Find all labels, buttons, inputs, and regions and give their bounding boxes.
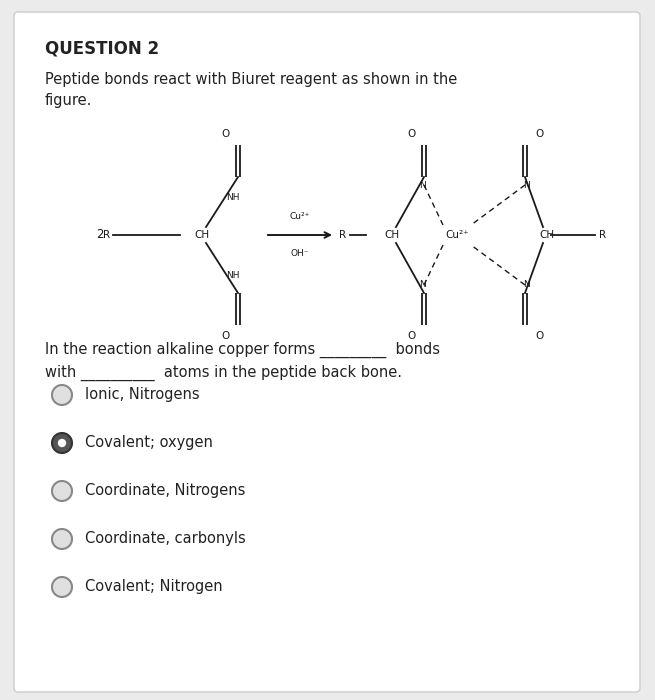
Text: Ionic, Nitrogens: Ionic, Nitrogens [85, 388, 200, 402]
Text: QUESTION 2: QUESTION 2 [45, 40, 159, 58]
Circle shape [52, 385, 72, 405]
Text: Coordinate, Nitrogens: Coordinate, Nitrogens [85, 484, 246, 498]
Text: R: R [339, 230, 346, 240]
FancyBboxPatch shape [14, 12, 640, 692]
Text: Covalent; Nitrogen: Covalent; Nitrogen [85, 580, 223, 594]
Circle shape [52, 433, 72, 453]
Text: CH: CH [194, 230, 209, 240]
Text: In the reaction alkaline copper forms _________  bonds
with __________  atoms in: In the reaction alkaline copper forms __… [45, 342, 440, 381]
Circle shape [52, 529, 72, 549]
Text: R: R [599, 230, 607, 240]
Text: OH⁻: OH⁻ [291, 249, 309, 258]
Text: 2: 2 [96, 228, 103, 242]
Text: NH: NH [226, 270, 240, 279]
Text: CH: CH [384, 230, 399, 240]
Text: Peptide bonds react with Biuret reagent as shown in the
figure.: Peptide bonds react with Biuret reagent … [45, 72, 457, 108]
Text: O: O [222, 129, 230, 139]
Text: NH: NH [226, 193, 240, 202]
Text: N: N [523, 280, 531, 289]
Text: Cu²⁺: Cu²⁺ [290, 212, 310, 221]
Text: O: O [222, 331, 230, 341]
Circle shape [58, 439, 66, 447]
Text: CH: CH [539, 230, 554, 240]
Circle shape [52, 481, 72, 501]
Text: Coordinate, carbonyls: Coordinate, carbonyls [85, 531, 246, 547]
Text: O: O [408, 129, 416, 139]
Text: O: O [535, 331, 543, 341]
Text: O: O [535, 129, 543, 139]
Circle shape [52, 577, 72, 597]
Text: N: N [419, 280, 425, 289]
Text: Covalent; oxygen: Covalent; oxygen [85, 435, 213, 451]
Text: Cu²⁺: Cu²⁺ [445, 230, 469, 240]
Text: O: O [408, 331, 416, 341]
Text: N: N [523, 181, 531, 190]
Text: N: N [419, 181, 425, 190]
Text: R: R [103, 230, 111, 240]
